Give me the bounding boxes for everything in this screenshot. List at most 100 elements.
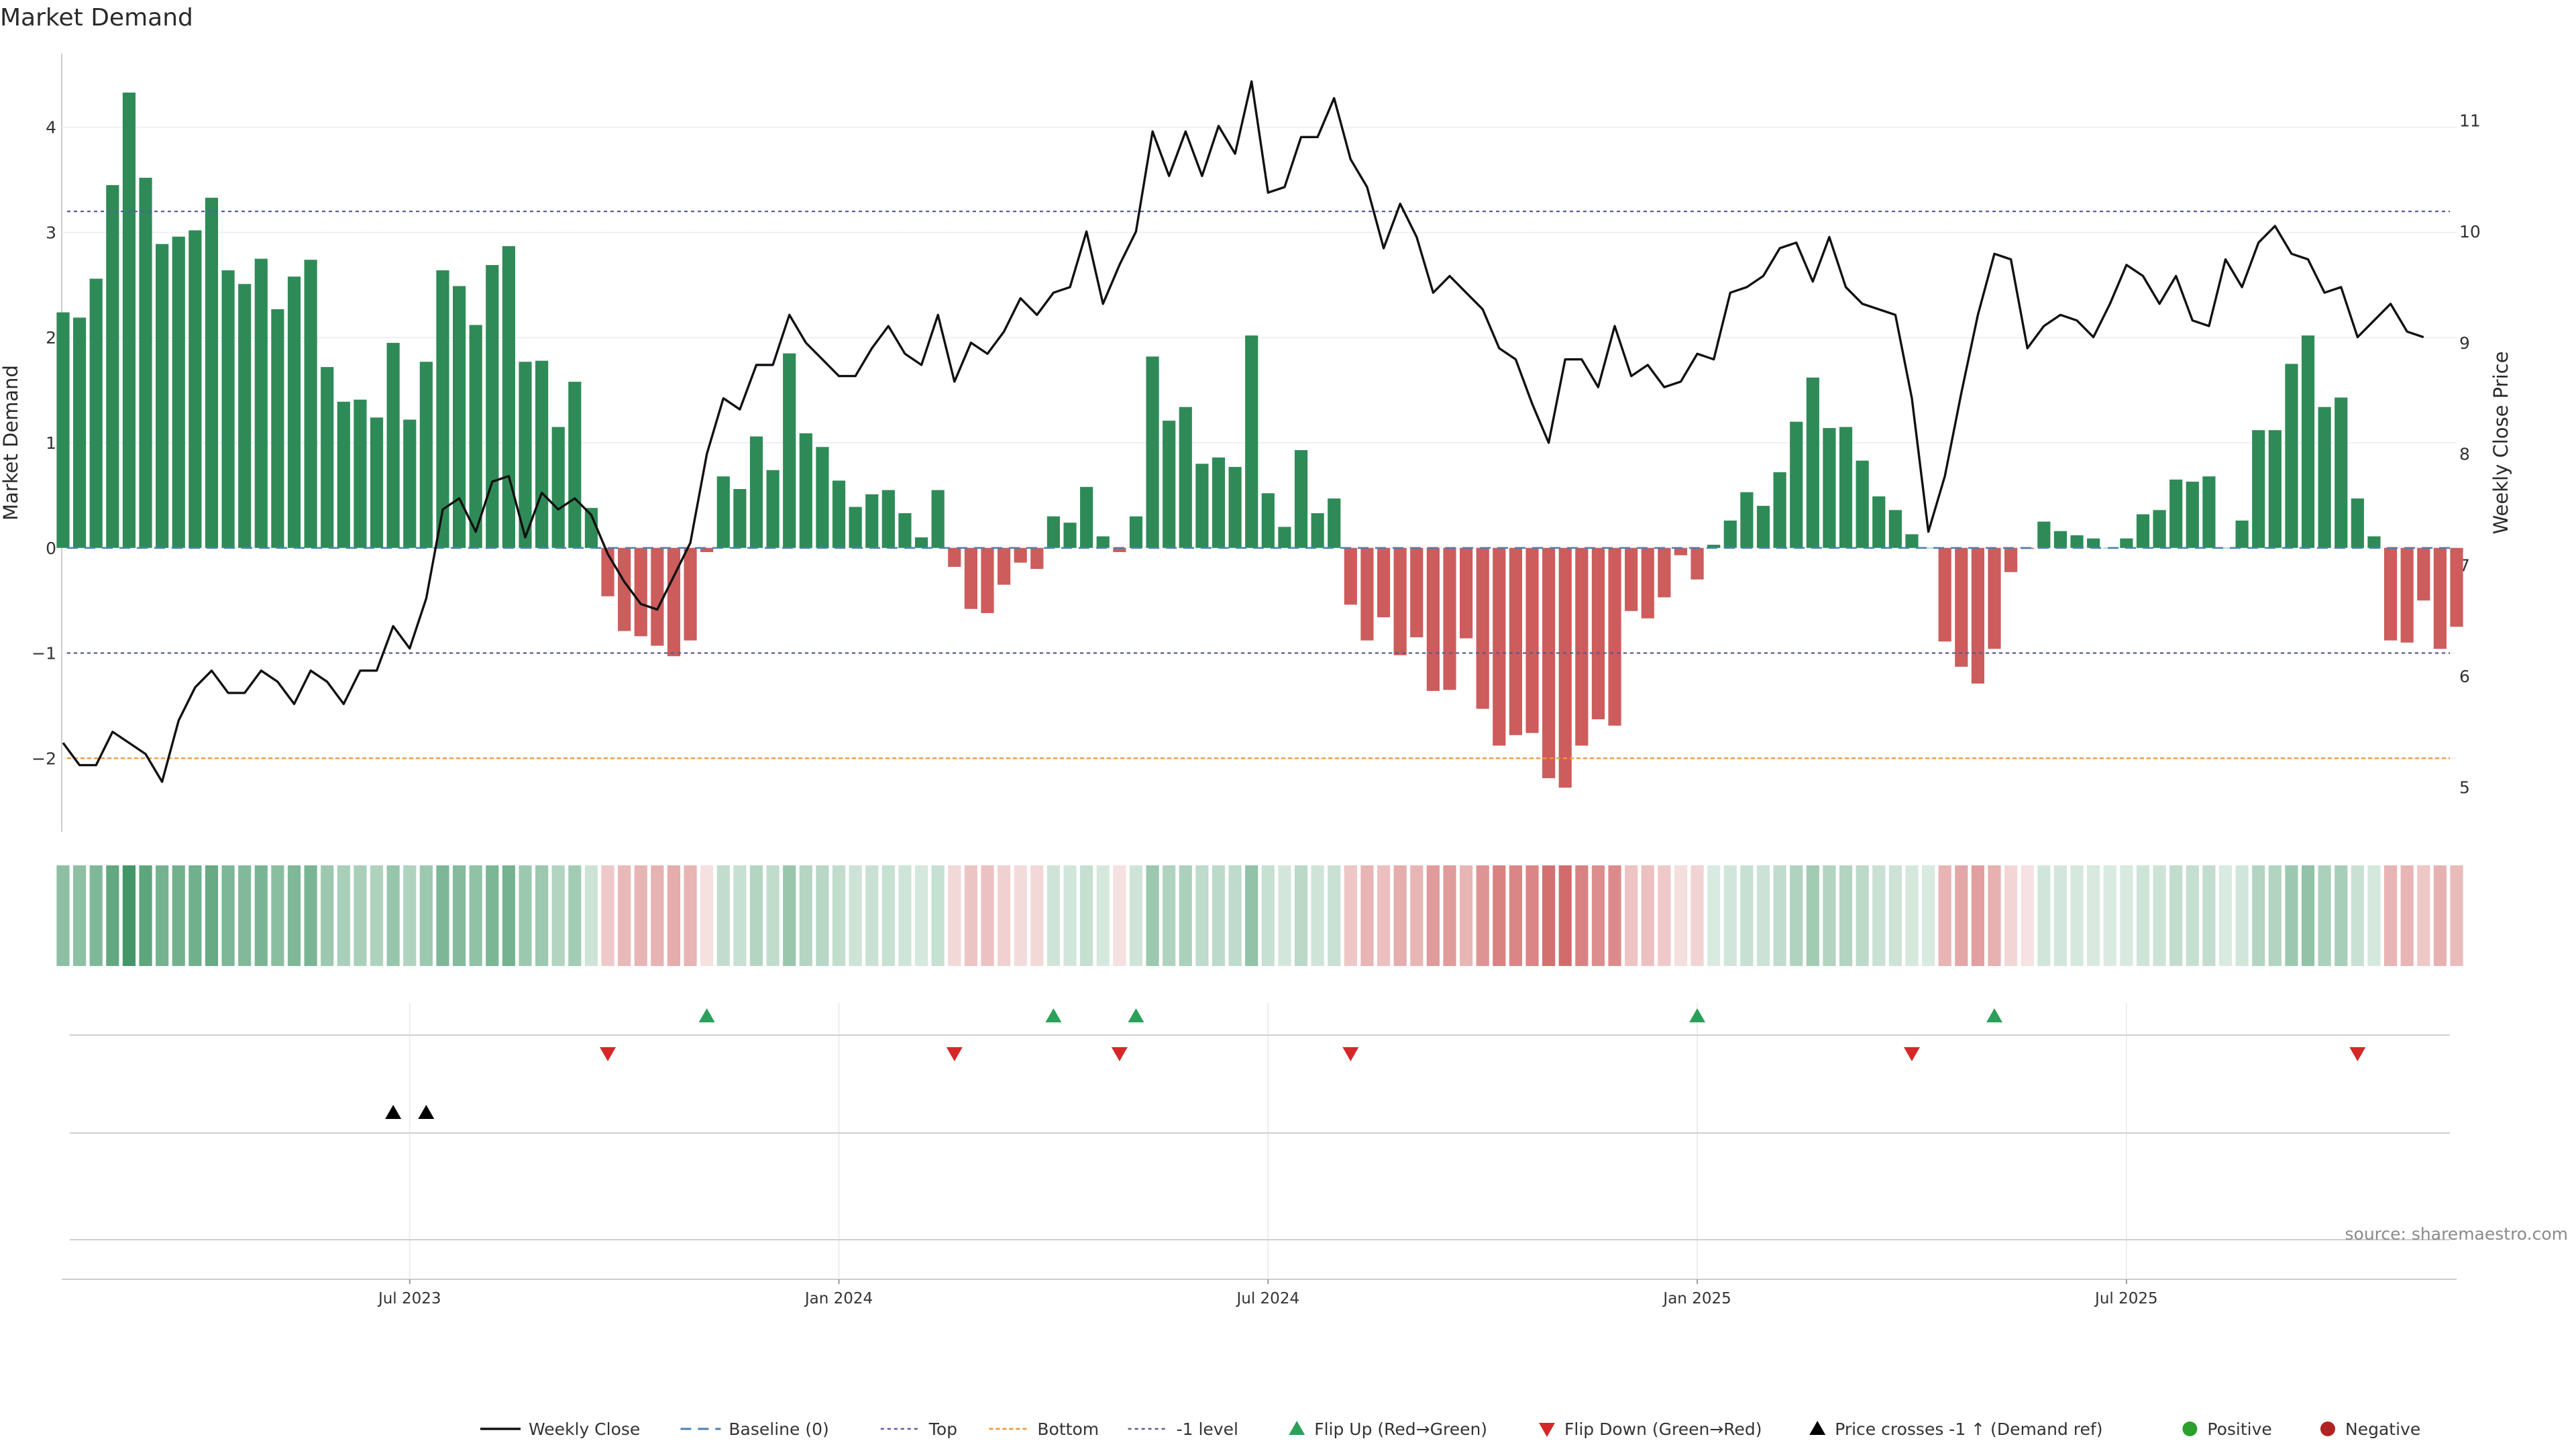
demand-bar [271,309,284,548]
left-tick-label: 0 [46,539,56,558]
heat-cell [1921,865,1935,966]
heat-cell [1971,865,1984,966]
heat-cell [2301,865,2315,966]
heat-cell [2218,865,2233,966]
demand-bar [1806,377,1819,548]
demand-bar [881,490,895,548]
heat-cell [452,865,466,966]
demand-bar [2136,514,2150,548]
heat-cell [1690,865,1704,966]
flip-up-marker [1689,1008,1706,1022]
heat-cell [799,865,812,966]
heat-cell [1426,865,1440,966]
demand-bar [1658,547,1671,598]
demand-bar [2268,430,2282,548]
demand-bar [997,547,1011,585]
heat-cell [1641,865,1654,966]
demand-bar [2202,476,2216,548]
demand-bar [2186,482,2199,548]
heat-cell [1806,865,1819,966]
demand-bar [1146,356,1159,548]
heat-cell [73,865,87,966]
demand-bar [2235,521,2249,548]
heat-cell [2351,865,2364,966]
demand-bar [337,401,350,548]
demand-bar [1328,498,1341,548]
legend-label: Top [928,1419,957,1439]
heat-cell [221,865,235,966]
heat-cell [2252,865,2265,966]
legend-swatch [2182,1421,2198,1436]
demand-bar [1163,421,1176,548]
demand-bar [304,260,317,548]
heat-cell [766,865,780,966]
demand-bar [2400,547,2414,643]
heat-cell [1278,865,1291,966]
heat-cell [1228,865,1242,966]
heat-cell [1393,865,1407,966]
heat-cell [618,865,631,966]
chart-title: Market Demand [0,4,193,32]
heat-cell [2153,865,2166,966]
legend-item-top: Top [880,1419,957,1439]
legend-label: Bottom [1037,1419,1099,1439]
heat-cell [238,865,252,966]
heat-cell [1014,865,1027,966]
demand-bar [2037,521,2051,548]
heat-cell [1261,865,1275,966]
heat-strip-panel [56,865,2463,966]
heat-cell [2285,865,2298,966]
legend-label: Flip Up (Red→Green) [1314,1419,1487,1439]
demand-bar [1690,547,1704,580]
heat-cell [981,865,994,966]
demand-bar [1377,547,1391,618]
heat-cell [271,865,284,966]
demand-bar [766,470,780,548]
demand-bar [2004,547,2018,572]
demand-bar [1294,449,1308,548]
heat-cell [1212,865,1226,966]
flip-marker-panel [70,1003,2450,1278]
flip-down-marker [600,1047,616,1061]
legend-swatch [1809,1421,1826,1435]
flip-up-marker [1128,1008,1144,1022]
legend-label: -1 level [1177,1419,1238,1439]
demand-bar [2070,535,2084,548]
demand-bar [667,547,681,657]
heat-cell [1888,865,1902,966]
demand-bar [1823,428,1836,548]
heat-cell [1608,865,1621,966]
demand-bar [964,547,977,609]
heat-cell [1674,865,1688,966]
right-tick-label: 9 [2459,333,2470,353]
demand-bar [783,353,796,548]
demand-bar [749,436,763,548]
heat-cell [370,865,384,966]
heat-cell [2136,865,2150,966]
demand-bar [172,236,185,548]
heat-cell [106,865,119,966]
heat-cell [2433,865,2447,966]
heat-cell [2235,865,2249,966]
demand-bar [1591,547,1605,720]
heat-cell [2087,865,2100,966]
demand-bar [354,399,367,548]
demand-bar [1625,547,1638,611]
demand-bar [2450,547,2463,627]
heat-cell [2450,865,2463,966]
demand-bar [1493,547,1506,746]
demand-bar [2334,397,2348,548]
demand-bar [1080,486,1093,548]
right-tick-label: 5 [2459,778,2470,798]
heat-cell [519,865,532,966]
demand-bar [1459,547,1473,639]
heat-cell [1856,865,1869,966]
demand-bar [1756,506,1770,548]
heat-cell [89,865,103,966]
demand-bar [716,476,730,548]
demand-bar [1707,545,1721,548]
demand-bar [1426,547,1440,691]
demand-bar [931,490,945,548]
demand-bar [832,480,846,548]
demand-bar [651,547,664,646]
